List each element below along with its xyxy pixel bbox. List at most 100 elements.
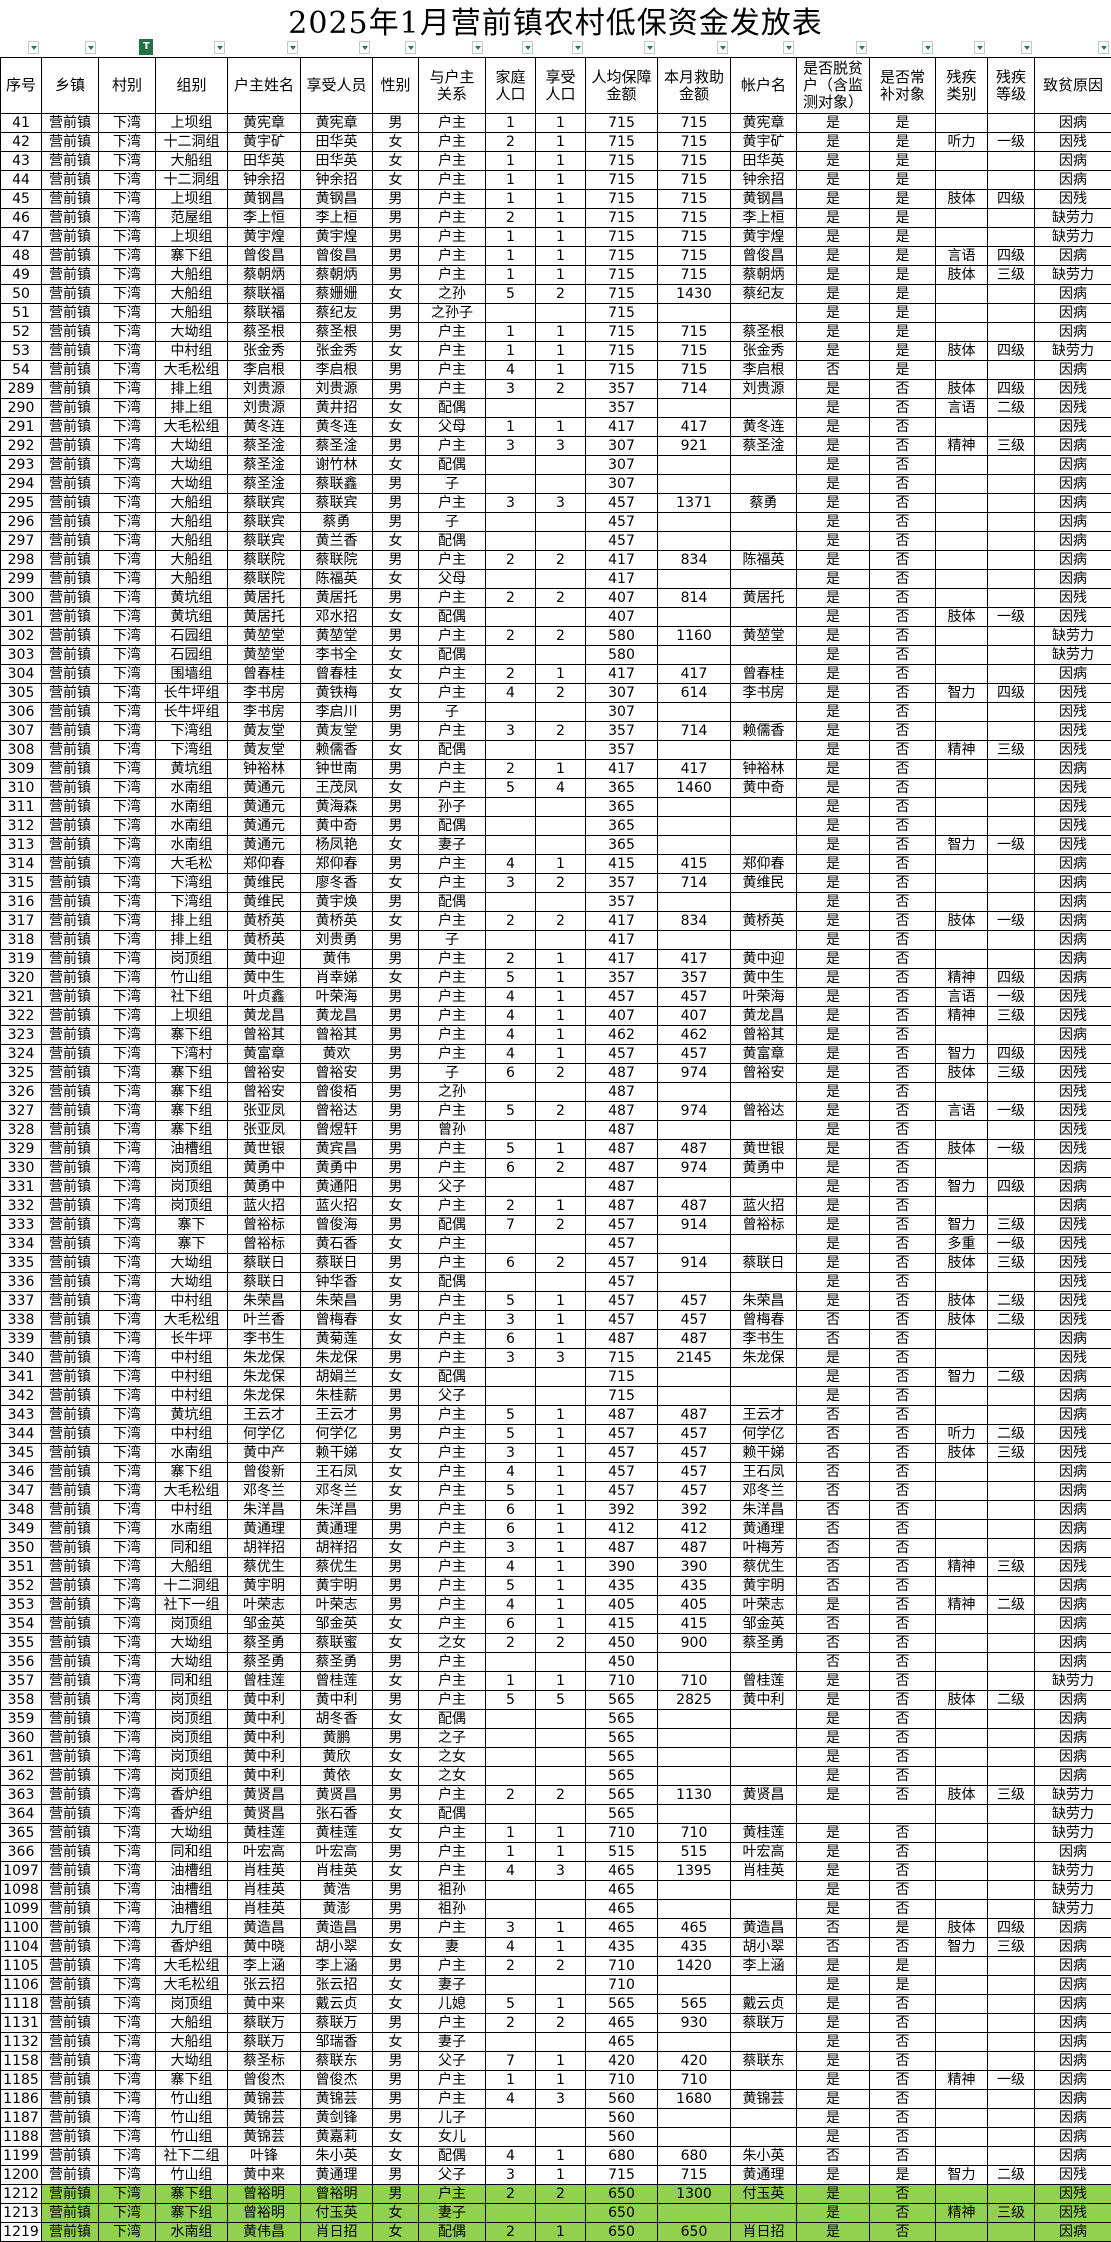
cell-relation[interactable]: 之子 [418, 1728, 486, 1748]
cell-head-name[interactable]: 曾裕标 [227, 1215, 301, 1235]
cell-group[interactable]: 岗顶组 [155, 949, 228, 969]
cell-relation[interactable]: 子 [418, 702, 486, 722]
cell-gender[interactable]: 男 [372, 1177, 419, 1197]
cell-recipient[interactable]: 邹金英 [300, 1614, 373, 1634]
cell-account-name[interactable]: 黄富章 [730, 1044, 797, 1064]
cell-poverty-cause[interactable]: 因病 [1034, 759, 1111, 779]
cell-disability-level[interactable]: 四级 [987, 379, 1035, 399]
cell-poverty-exit[interactable]: 是 [796, 2013, 870, 2033]
cell-head-name[interactable]: 朱龙保 [227, 1367, 301, 1387]
cell-poverty-cause[interactable]: 因病 [1034, 2013, 1111, 2033]
cell-relation[interactable]: 户主 [418, 588, 486, 608]
cell-head-name[interactable]: 蔡圣标 [227, 2051, 301, 2071]
cell-recipient[interactable]: 黄钢昌 [300, 189, 373, 209]
cell-regular-subsidy[interactable]: 否 [869, 1861, 936, 1881]
cell-gender[interactable]: 女 [372, 873, 419, 893]
cell-monthly-amount[interactable]: 417 [657, 949, 731, 969]
cell-per-capita-amount[interactable]: 650 [585, 2222, 658, 2242]
cell-family-size[interactable]: 5 [485, 968, 536, 988]
cell-seq[interactable]: 43 [0, 151, 42, 171]
cell-recipient-count[interactable] [535, 1177, 586, 1197]
cell-recipient[interactable]: 蔡联院 [300, 550, 373, 570]
cell-disability-level[interactable]: 四级 [987, 1918, 1035, 1938]
cell-monthly-amount[interactable]: 715 [657, 2165, 731, 2185]
cell-recipient[interactable]: 黄通阳 [300, 1177, 373, 1197]
cell-disability-type[interactable] [935, 1272, 988, 1292]
cell-recipient[interactable]: 黄石香 [300, 1234, 373, 1254]
cell-regular-subsidy[interactable]: 否 [869, 2089, 936, 2109]
cell-regular-subsidy[interactable]: 否 [869, 607, 936, 627]
cell-gender[interactable]: 男 [372, 2108, 419, 2128]
cell-monthly-amount[interactable] [657, 2203, 731, 2223]
cell-disability-level[interactable] [987, 1880, 1035, 1900]
cell-gender[interactable]: 女 [372, 1310, 419, 1330]
cell-group[interactable]: 社下一组 [155, 1595, 228, 1615]
cell-head-name[interactable]: 黄伟昌 [227, 2222, 301, 2242]
cell-seq[interactable]: 337 [0, 1291, 42, 1311]
cell-per-capita-amount[interactable]: 457 [585, 531, 658, 551]
cell-family-size[interactable]: 2 [485, 2222, 536, 2242]
cell-town[interactable]: 营前镇 [41, 1196, 99, 1216]
cell-monthly-amount[interactable]: 715 [657, 208, 731, 228]
cell-relation[interactable]: 户主 [418, 1405, 486, 1425]
cell-poverty-cause[interactable]: 因残 [1034, 132, 1111, 152]
cell-monthly-amount[interactable]: 715 [657, 227, 731, 247]
cell-per-capita-amount[interactable]: 487 [585, 1139, 658, 1159]
cell-recipient[interactable]: 赖儒香 [300, 740, 373, 760]
column-header-account-name[interactable]: 帐户名 [730, 57, 797, 114]
cell-monthly-amount[interactable] [657, 1728, 731, 1748]
cell-disability-level[interactable] [987, 1804, 1035, 1824]
cell-regular-subsidy[interactable]: 否 [869, 1937, 936, 1957]
cell-regular-subsidy[interactable]: 否 [869, 645, 936, 665]
cell-seq[interactable]: 351 [0, 1557, 42, 1577]
cell-relation[interactable]: 户主 [418, 436, 486, 456]
column-header-family-size[interactable]: 家庭 人口 [485, 57, 536, 114]
cell-recipient[interactable]: 刘贵勇 [300, 930, 373, 950]
cell-regular-subsidy[interactable] [869, 1804, 936, 1824]
cell-town[interactable]: 营前镇 [41, 1956, 99, 1976]
cell-family-size[interactable]: 1 [485, 417, 536, 437]
cell-seq[interactable]: 305 [0, 683, 42, 703]
cell-family-size[interactable]: 5 [485, 778, 536, 798]
cell-town[interactable]: 营前镇 [41, 1728, 99, 1748]
cell-disability-level[interactable]: 一级 [987, 2070, 1035, 2090]
cell-monthly-amount[interactable] [657, 835, 731, 855]
cell-relation[interactable]: 父母 [418, 417, 486, 437]
cell-disability-type[interactable]: 多重 [935, 1234, 988, 1254]
cell-recipient-count[interactable]: 1 [535, 968, 586, 988]
cell-town[interactable]: 营前镇 [41, 1006, 99, 1026]
cell-poverty-exit[interactable]: 是 [796, 189, 870, 209]
cell-account-name[interactable]: 郑仰春 [730, 854, 797, 874]
cell-recipient-count[interactable]: 2 [535, 1158, 586, 1178]
cell-per-capita-amount[interactable]: 487 [585, 1120, 658, 1140]
cell-regular-subsidy[interactable]: 否 [869, 1348, 936, 1368]
cell-monthly-amount[interactable]: 417 [657, 664, 731, 684]
cell-account-name[interactable]: 蔡纪友 [730, 284, 797, 304]
cell-village[interactable]: 下湾 [98, 1880, 156, 1900]
cell-poverty-exit[interactable]: 是 [796, 569, 870, 589]
cell-group[interactable]: 寨下组 [155, 1101, 228, 1121]
cell-group[interactable]: 寨下组 [155, 2184, 228, 2204]
cell-family-size[interactable] [485, 569, 536, 589]
cell-recipient-count[interactable]: 1 [535, 341, 586, 361]
cell-town[interactable]: 营前镇 [41, 1481, 99, 1501]
cell-family-size[interactable] [485, 531, 536, 551]
cell-recipient-count[interactable] [535, 835, 586, 855]
cell-monthly-amount[interactable]: 487 [657, 1538, 731, 1558]
cell-seq[interactable]: 336 [0, 1272, 42, 1292]
cell-monthly-amount[interactable]: 1130 [657, 1785, 731, 1805]
cell-regular-subsidy[interactable]: 否 [869, 949, 936, 969]
cell-poverty-cause[interactable]: 因病 [1034, 550, 1111, 570]
cell-head-name[interactable]: 刘贵源 [227, 398, 301, 418]
cell-group[interactable]: 黄坑组 [155, 588, 228, 608]
cell-group[interactable]: 黄坑组 [155, 607, 228, 627]
cell-group[interactable]: 水南组 [155, 1443, 228, 1463]
cell-gender[interactable]: 男 [372, 759, 419, 779]
cell-head-name[interactable]: 蔡圣淦 [227, 455, 301, 475]
cell-village[interactable]: 下湾 [98, 303, 156, 323]
cell-relation[interactable]: 户主 [418, 1481, 486, 1501]
cell-village[interactable]: 下湾 [98, 1272, 156, 1292]
cell-recipient[interactable]: 朱桂薪 [300, 1386, 373, 1406]
cell-disability-level[interactable]: 一级 [987, 1101, 1035, 1121]
cell-family-size[interactable]: 3 [485, 2165, 536, 2185]
